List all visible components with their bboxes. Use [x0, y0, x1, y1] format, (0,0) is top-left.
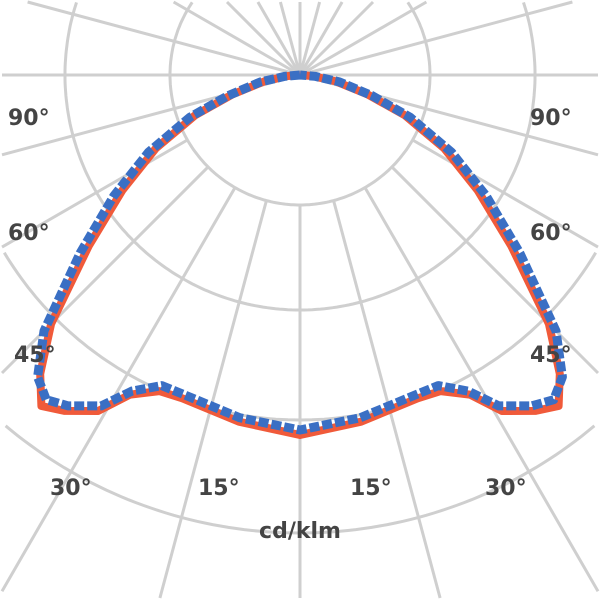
- grid-spoke: [158, 200, 268, 599]
- label-left-45: 45°: [14, 343, 56, 368]
- grid-spoke: [390, 165, 600, 375]
- grid-spoke: [299, 0, 573, 77]
- curves: [33, 70, 567, 439]
- grid-spoke: [256, 1, 302, 76]
- grid-spoke: [298, 1, 344, 76]
- grid-spoke: [278, 1, 302, 76]
- grid-spoke: [1, 138, 189, 249]
- grid-spoke: [172, 0, 301, 77]
- label-right-15: 15°: [350, 476, 392, 501]
- label-right-30: 30°: [485, 476, 527, 501]
- grid-spoke: [225, 0, 302, 77]
- grid-spoke: [0, 165, 210, 375]
- label-left-60: 60°: [8, 221, 50, 246]
- grid-spoke: [27, 0, 301, 77]
- grid-spoke: [411, 138, 599, 249]
- label-right-90: 90°: [530, 106, 572, 131]
- grid-spoke: [0, 186, 237, 592]
- label-right-45: 45°: [530, 343, 572, 368]
- unit-label: cd/klm: [259, 519, 341, 544]
- label-left-90: 90°: [8, 106, 50, 131]
- label-left-30: 30°: [50, 476, 92, 501]
- grid-spoke: [299, 0, 428, 77]
- grid-spoke: [298, 0, 375, 77]
- grid-ring-0: [168, 1, 432, 207]
- grid-spoke: [298, 1, 322, 76]
- label-right-60: 60°: [530, 221, 572, 246]
- grid-spoke: [332, 200, 442, 599]
- label-left-15: 15°: [198, 476, 240, 501]
- series-curve-0: [33, 70, 567, 435]
- angle-labels: 90° 60° 45° 30° 15° 90° 60° 45° 30° 15° …: [8, 106, 572, 544]
- grid-spoke: [363, 186, 600, 592]
